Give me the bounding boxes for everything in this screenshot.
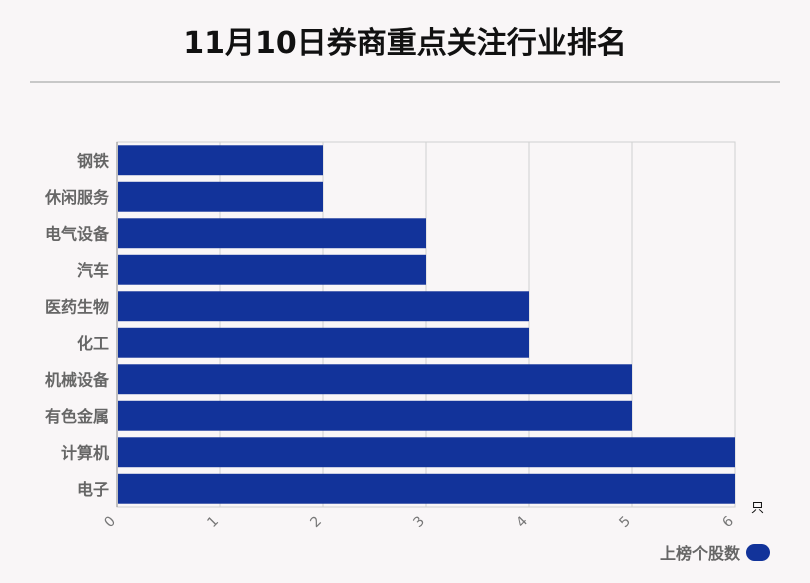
title-divider [30, 81, 780, 83]
category-label: 有色金属 [45, 407, 109, 426]
bar [118, 400, 632, 431]
category-label: 计算机 [61, 443, 109, 462]
bar [118, 181, 323, 212]
x-unit-label: 只 [751, 501, 764, 516]
category-label: 电子 [77, 480, 109, 499]
x-tick-label: 1 [204, 513, 222, 531]
category-label: 休闲服务 [44, 188, 110, 207]
chart-title: 11月10日券商重点关注行业排名 [183, 26, 627, 61]
x-tick-label: 2 [307, 513, 325, 531]
bar [118, 364, 632, 395]
x-tick-label: 5 [616, 513, 634, 531]
bar [118, 218, 426, 249]
x-tick-label: 6 [719, 513, 737, 531]
bar [118, 291, 529, 322]
x-tick-label: 0 [101, 513, 119, 531]
legend-swatch [746, 543, 770, 561]
category-label: 机械设备 [45, 370, 110, 389]
legend-label: 上榜个股数 [659, 544, 740, 563]
x-tick-label: 3 [410, 513, 428, 531]
x-tick-label: 4 [513, 513, 531, 531]
category-label: 汽车 [77, 261, 109, 280]
bar [118, 437, 735, 468]
category-label: 医药生物 [45, 297, 109, 316]
legend[interactable]: 上榜个股数 [660, 540, 770, 564]
category-label: 化工 [77, 334, 109, 353]
category-label: 钢铁 [77, 151, 109, 170]
bar [118, 254, 426, 285]
bar [118, 145, 323, 176]
bar [118, 473, 735, 504]
category-label: 电气设备 [45, 224, 110, 243]
bar [118, 327, 529, 358]
